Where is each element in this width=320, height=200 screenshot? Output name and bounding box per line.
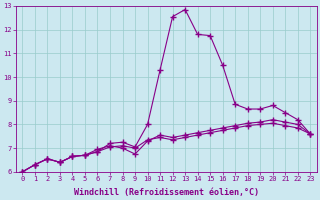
X-axis label: Windchill (Refroidissement éolien,°C): Windchill (Refroidissement éolien,°C) xyxy=(74,188,259,197)
